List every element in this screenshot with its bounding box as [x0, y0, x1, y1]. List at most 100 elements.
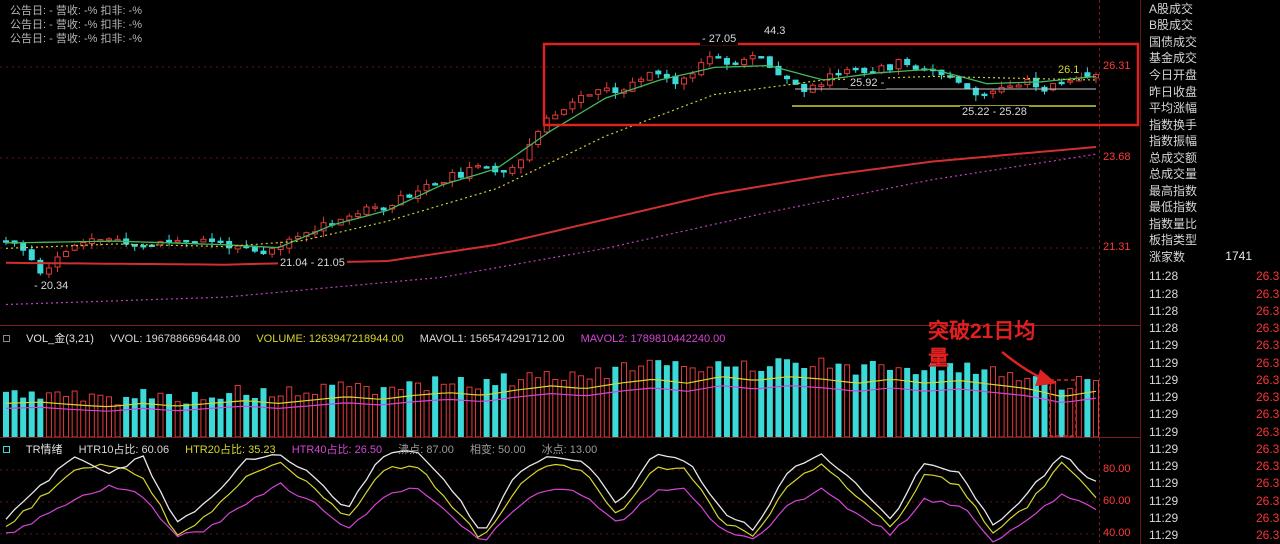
tick-row[interactable]: 11:29 26.3 [1141, 458, 1280, 475]
sidebar-field-row[interactable]: 指数换手 [1141, 116, 1280, 133]
tick-row[interactable]: 11:29 26.3 [1141, 440, 1280, 457]
boil-value: 沸点: 87.00 [398, 444, 454, 456]
tick-price: 26.3 [1256, 459, 1280, 474]
sidebar-field-label: 基金成交 [1149, 51, 1198, 66]
tick-row[interactable]: 11:29 26.3 [1141, 354, 1280, 371]
sidebar-field-row[interactable]: B股成交 [1141, 17, 1280, 34]
tick-time: 11:29 [1149, 372, 1179, 387]
sidebar-field-row[interactable]: 总成交量 [1141, 165, 1280, 182]
sidebar-field-label: 板指类型 [1149, 233, 1198, 248]
mavol1-value: MAVOL1: 1565474291712.00 [419, 333, 565, 345]
sidebar-field-label: 国债成交 [1149, 34, 1198, 49]
tick-row[interactable]: 11:28 26.3 [1141, 302, 1280, 319]
drawn-arrow-annotation[interactable] [1001, 351, 1057, 387]
osc-axis-label: 80.00 [1103, 463, 1131, 475]
tick-row[interactable]: 11:28 26.3 [1141, 268, 1280, 285]
tr-indicator-name[interactable]: TR情绪 [25, 444, 63, 456]
sidebar-field-label: 指数振幅 [1149, 134, 1198, 149]
price-axis-label: 23.68 [1103, 151, 1131, 163]
tick-row[interactable]: 11:29 26.3 [1141, 492, 1280, 509]
candlestick-series [3, 51, 1099, 278]
tick-price: 26.3 [1256, 476, 1280, 491]
sidebar-field-label: 今日开盘 [1149, 67, 1198, 82]
report-info-line: 公告日: - 营收: -% 扣非: -% [10, 19, 142, 31]
sidebar-field-row[interactable]: 最低指数 [1141, 199, 1280, 216]
price-label-2592: 25.92 - [848, 77, 887, 89]
volume-indicator-name[interactable]: VOL_金(3,21) [26, 333, 94, 345]
sidebar-field-row[interactable]: 指数振幅 [1141, 132, 1280, 149]
tick-row[interactable]: 11:29 26.3 [1141, 371, 1280, 388]
report-info-line: 公告日: - 营收: -% 扣非: -% [10, 33, 142, 45]
tick-row[interactable]: 11:28 26.3 [1141, 320, 1280, 337]
tick-time: 11:28 [1149, 303, 1179, 318]
chart-area[interactable]: 公告日: - 营收: -% 扣非: -% 公告日: - 营收: -% 扣非: -… [0, 0, 1140, 544]
sidebar-ticks: 11:28 26.3 11:28 26.3 11:28 26.3 11:28 26.3 11:2… [1141, 268, 1280, 544]
tick-price: 26.3 [1256, 441, 1280, 456]
tick-price: 26.3 [1256, 390, 1280, 405]
volume-panel-header: VOL_金(3,21) VVOL: 1967886696448.00 VOLUM… [3, 330, 738, 346]
sidebar-field-row[interactable]: 最高指数 [1141, 182, 1280, 199]
tick-time: 11:29 [1149, 390, 1179, 405]
sidebar-field-label: 指数量比 [1149, 216, 1198, 231]
sentiment-lines [5, 450, 1097, 543]
sidebar-field-row[interactable]: 基金成交 [1141, 50, 1280, 67]
report-info-line: 公告日: - 营收: -% 扣非: -% [10, 5, 142, 17]
tick-time: 11:28 [1149, 269, 1179, 284]
htr40-value: HTR40占比: 26.50 [291, 444, 383, 456]
tick-price: 26.3 [1256, 303, 1280, 318]
tick-time: 11:28 [1149, 321, 1179, 336]
sidebar-field-label: 总成交量 [1149, 167, 1198, 182]
rising-count-label: 涨家数 [1149, 249, 1186, 264]
sidebar-field-row[interactable]: 今日开盘 [1141, 66, 1280, 83]
sidebar-field-row[interactable]: 涨家数 1741 [1141, 248, 1280, 265]
sidebar-field-row[interactable]: 平均涨幅 [1141, 99, 1280, 116]
tick-row[interactable]: 11:29 26.3 [1141, 406, 1280, 423]
volume-bars [3, 357, 1099, 438]
drawn-rectangle-annotation[interactable] [542, 42, 1140, 127]
market-info-sidebar: A股成交 B股成交 国债成交基金成交 今日开盘 昨日收盘 平均涨幅 指数换手指数振幅 总成交额… [1140, 0, 1280, 544]
tick-row[interactable]: 11:29 26.3 [1141, 389, 1280, 406]
tick-time: 11:28 [1149, 286, 1179, 301]
sidebar-field-label: 指数换手 [1149, 117, 1198, 132]
chart-canvas[interactable] [0, 0, 1140, 544]
ice-value: 冰点: 13.00 [541, 444, 598, 456]
tick-price: 26.3 [1256, 286, 1280, 301]
tick-time: 11:29 [1149, 338, 1179, 353]
tick-time: 11:29 [1149, 355, 1179, 370]
panel-expand-icon[interactable] [3, 335, 10, 342]
panel-expand-icon[interactable] [3, 446, 10, 453]
tick-row[interactable]: 11:28 26.3 [1141, 285, 1280, 302]
tick-price: 26.3 [1256, 355, 1280, 370]
tick-row[interactable]: 11:29 26.3 [1141, 337, 1280, 354]
peak-price-label: - 27.05 [700, 33, 739, 45]
sidebar-field-label: B股成交 [1149, 18, 1194, 33]
tick-price: 26.3 [1256, 372, 1280, 387]
mavol2-value: MAVOL2: 1789810442240.00 [580, 333, 726, 345]
sidebar-field-row[interactable]: 昨日收盘 [1141, 83, 1280, 100]
vvol-value: VVOL: 1967886696448.00 [110, 333, 241, 345]
breakout-annotation[interactable]: 突破21日均量 [928, 320, 1036, 370]
tick-time: 11:29 [1149, 459, 1179, 474]
sidebar-fields: A股成交 B股成交 国债成交基金成交 今日开盘 昨日收盘 平均涨幅 指数换手指数振幅 总成交额… [1141, 0, 1280, 248]
tick-row[interactable]: 11:29 26.3 [1141, 475, 1280, 492]
tick-row[interactable]: 11:29 26.3 [1141, 509, 1280, 526]
price-range-2104: 21.04 - 21.05 [278, 257, 347, 269]
sidebar-field-row[interactable]: 指数量比 [1141, 215, 1280, 232]
osc-axis-label: 60.00 [1103, 495, 1131, 507]
sidebar-field-row[interactable]: 国债成交 [1141, 33, 1280, 50]
osc-axis-label: 40.00 [1103, 527, 1131, 539]
sidebar-field-label: 总成交额 [1149, 150, 1198, 165]
volume-highlight-box[interactable] [1049, 379, 1077, 437]
sidebar-field-label: A股成交 [1149, 1, 1194, 16]
tick-row[interactable]: 11:29 26.3 [1141, 527, 1280, 544]
rising-count-value: 1741 [1225, 249, 1252, 264]
tick-price: 26.3 [1256, 321, 1280, 336]
volume-value: VOLUME: 1263947218944.00 [256, 333, 404, 345]
tick-row[interactable]: 11:29 26.3 [1141, 423, 1280, 440]
sidebar-field-row[interactable]: A股成交 [1141, 0, 1280, 17]
sidebar-field-row[interactable]: 总成交额 [1141, 149, 1280, 166]
tick-price: 26.3 [1256, 493, 1280, 508]
sidebar-field-row[interactable]: 板指类型 [1141, 232, 1280, 249]
volume-ma-lines [5, 376, 1097, 412]
tr-panel-header: TR情绪 HTR10占比: 60.06 HTR20占比: 35.23 HTR40… [3, 441, 610, 457]
